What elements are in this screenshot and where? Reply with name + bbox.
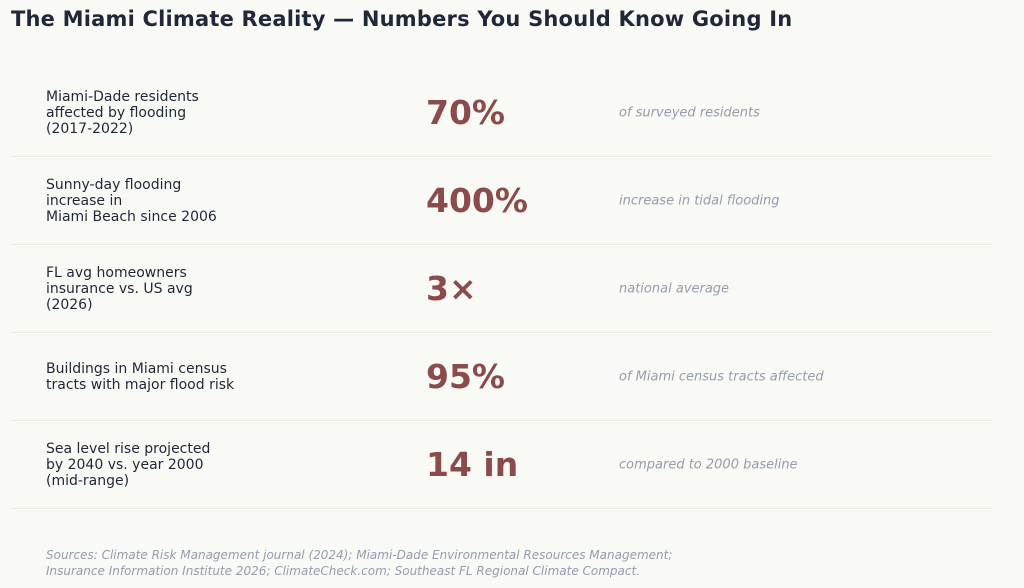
page-title: The Miami Climate Reality — Numbers You …: [11, 7, 793, 31]
stat-value: 400%: [426, 180, 528, 220]
stat-row: Sea level rise projected by 2040 vs. yea…: [11, 421, 993, 509]
stat-row: Buildings in Miami census tracts with ma…: [11, 333, 993, 421]
stat-note: increase in tidal flooding: [619, 193, 780, 208]
stat-value: 70%: [426, 92, 505, 132]
stat-value: 3×: [426, 268, 477, 308]
stats-list: Miami-Dade residents affected by floodin…: [11, 69, 993, 509]
stat-note: compared to 2000 baseline: [619, 457, 798, 472]
stat-value: 14 in: [426, 444, 519, 484]
stat-label: Buildings in Miami census tracts with ma…: [46, 360, 235, 393]
stat-row: Sunny-day flooding increase in Miami Bea…: [11, 157, 993, 245]
stat-note: of surveyed residents: [619, 105, 760, 120]
stat-note: national average: [619, 281, 730, 296]
sources-footnote: Sources: Climate Risk Management journal…: [46, 548, 673, 578]
stat-label: Miami-Dade residents affected by floodin…: [46, 88, 199, 137]
stat-label: Sunny-day flooding increase in Miami Bea…: [46, 176, 217, 225]
stat-note: of Miami census tracts affected: [619, 369, 824, 384]
stat-label: Sea level rise projected by 2040 vs. yea…: [46, 440, 211, 489]
stat-row: FL avg homeowners insurance vs. US avg (…: [11, 245, 993, 333]
stat-label: FL avg homeowners insurance vs. US avg (…: [46, 264, 193, 313]
stat-value: 95%: [426, 356, 505, 396]
stat-row: Miami-Dade residents affected by floodin…: [11, 69, 993, 157]
